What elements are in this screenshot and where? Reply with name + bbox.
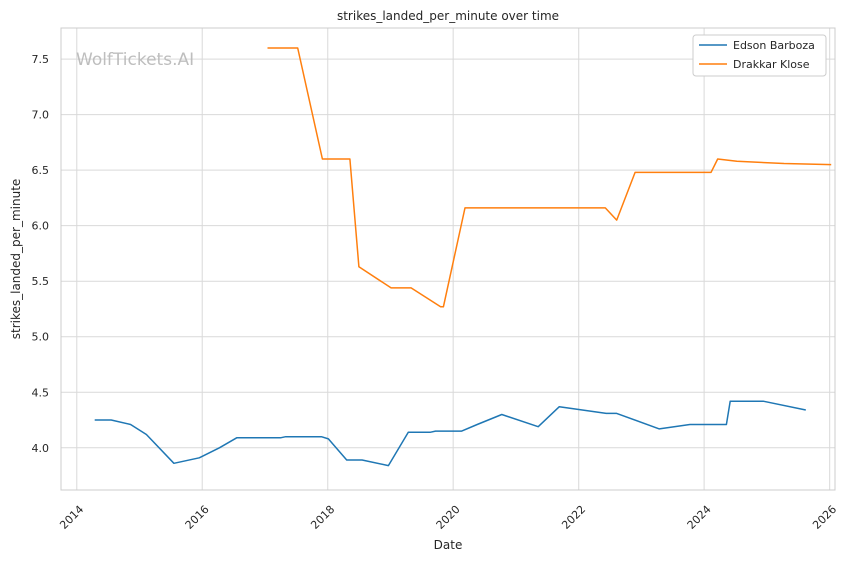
y-tick-label: 6.5 bbox=[32, 164, 50, 177]
y-axis-label: strikes_landed_per_minute bbox=[9, 179, 23, 340]
y-tick-label: 7.0 bbox=[32, 109, 50, 122]
y-tick-label: 5.0 bbox=[32, 331, 50, 344]
x-tick-label: 2018 bbox=[308, 503, 337, 532]
x-tick-label: 2026 bbox=[810, 503, 839, 532]
x-tick-label: 2020 bbox=[434, 503, 463, 532]
x-tick-label: 2014 bbox=[57, 503, 86, 532]
series-line-drakkar-klose bbox=[267, 47, 832, 308]
plot-frame bbox=[60, 27, 836, 491]
x-axis-label: Date bbox=[434, 538, 463, 552]
x-tick-label: 2024 bbox=[685, 503, 714, 532]
y-axis-ticks: 4.0 4.5 5.0 5.5 6.0 6.5 7.0 7.5 bbox=[32, 53, 50, 455]
legend-label-drakkar-klose: Drakkar Klose bbox=[733, 58, 810, 71]
y-tick-label: 4.0 bbox=[32, 442, 50, 455]
legend: Edson Barboza Drakkar Klose bbox=[692, 34, 827, 77]
x-tick-label: 2016 bbox=[183, 503, 212, 532]
y-tick-label: 5.5 bbox=[32, 275, 50, 288]
legend-label-edson-barboza: Edson Barboza bbox=[733, 39, 815, 52]
x-axis-ticks: 2014 2016 2018 2020 2022 2024 2026 bbox=[57, 503, 839, 532]
x-tick-label: 2022 bbox=[559, 503, 588, 532]
chart-title: strikes_landed_per_minute over time bbox=[337, 9, 559, 23]
series-line-edson-barboza bbox=[94, 400, 806, 467]
watermark: WolfTickets.AI bbox=[76, 50, 194, 70]
grid-lines bbox=[61, 28, 835, 490]
y-tick-label: 7.5 bbox=[32, 53, 50, 66]
y-tick-label: 6.0 bbox=[32, 220, 50, 233]
series-layer bbox=[94, 47, 832, 467]
y-tick-label: 4.5 bbox=[32, 386, 50, 399]
